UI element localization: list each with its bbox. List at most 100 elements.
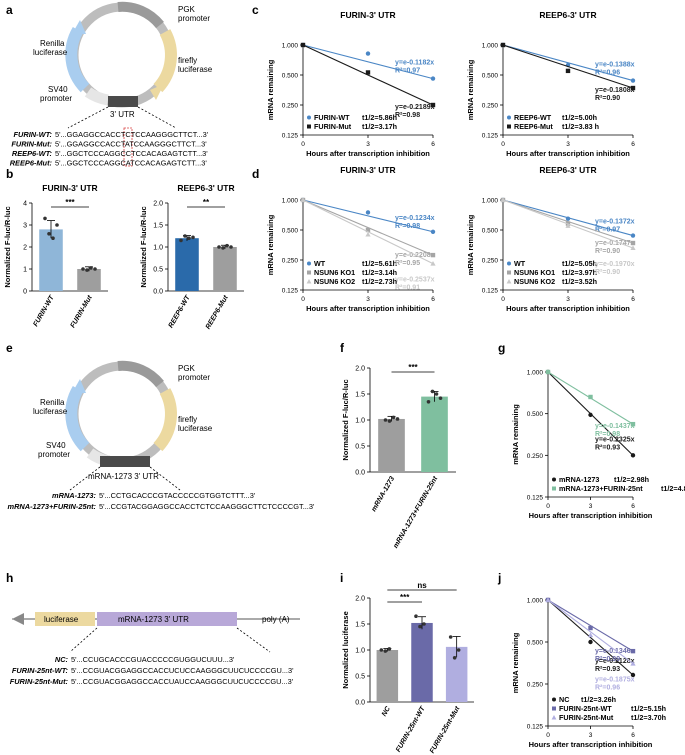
fit-equation: y=e-0.1747x [595,240,635,247]
fit-r2: R²=0.93 [595,666,620,673]
legend-label: REEP6-WT [514,113,552,122]
y-tick-label: 1.000 [527,598,544,605]
data-point [426,400,431,404]
legend-marker [507,115,511,120]
data-point [630,421,636,427]
x-tick-label: 0 [546,503,550,510]
y-tick-label: 0.500 [527,640,544,647]
x-axis-label: Hours after transcription inhibition [506,149,630,158]
legend-label: FURIN-25nt-WT [559,704,612,713]
bar [421,396,448,472]
data-point [383,418,388,422]
legend-label: NSUN6 KO1 [514,268,555,277]
data-point [438,396,443,400]
data-point [191,235,195,240]
x-tick-label: 3 [366,296,370,303]
fit-r2: R²=0.91 [395,285,420,292]
legend-marker [506,279,512,284]
data-point [47,232,51,236]
y-tick-label: 0.250 [282,103,299,110]
y-tick-label: 1 [23,267,27,274]
significance-label: ** [203,198,210,207]
legend-marker [552,706,556,711]
data-point [588,625,593,631]
data-point [365,227,371,233]
y-tick-label: 1.000 [282,198,299,205]
data-point [630,661,636,666]
fit-equation: y=e-0.2325x [595,436,635,443]
fit-equation: y=e-0.1234x [395,215,435,222]
data-point [430,389,435,394]
data-point [221,246,225,250]
sequence-name: REEP6-WT: [12,149,53,158]
legend-marker [307,270,311,275]
bar-chart-b2: 0.0 0.5 1.0 1.5 2.0 Normalized F-luc/R-luc REE… [139,183,244,331]
category-label: mRNA-1273+FURIN-25nt [392,475,439,550]
category-label: FURIN-WT [32,294,56,328]
bar [445,646,468,702]
x-tick-label: 0 [301,296,305,303]
y-axis-label: Normalized luciferase [341,611,350,689]
sequence-name: FURIN-25nt-WT: [12,666,69,675]
polya-label: poly (A) [262,615,290,624]
legend-halflife: t1/2=3.17h [362,122,397,131]
y-axis-label: mRNA remaining [266,59,275,120]
significance-label: *** [65,198,75,207]
data-point [430,102,436,108]
sequence-text: 5'...GGAGGCCACCTCTCCAAGGGCTTCT...3' [55,130,209,139]
y-tick-label: 0.125 [527,495,544,502]
panel-letter-j: j [497,571,501,585]
legend-halflife: t1/2=3.52h [562,277,597,286]
data-point [565,216,571,221]
data-point [448,635,453,639]
fit-r2: R²=0.98 [595,431,620,438]
y-tick-label: 0.250 [482,258,499,265]
fit-equation: y=e-0.1372x [595,219,635,226]
data-point [587,632,594,638]
legend-marker [306,279,312,284]
y-tick-label: 0.500 [482,73,499,80]
sequence-text: 5'...GGCTCCCAGGCATCCACAGAGTCTT...3' [55,159,207,168]
data-point [630,245,636,250]
data-point [430,261,436,266]
x-tick-label: 6 [631,732,635,739]
x-axis-label: Hours after transcription inhibition [529,511,653,520]
data-point [89,266,93,270]
y-tick-label: 2.0 [355,366,365,373]
y-tick-label: 0.125 [282,133,299,140]
data-point [565,223,571,228]
y-tick-label: 1.000 [482,198,499,205]
data-point [365,231,371,237]
significance-label: *** [408,363,418,372]
data-point [383,649,388,653]
fit-line [302,44,434,80]
fit-equation: y=e-0.1970x [595,261,635,268]
y-tick-label: 4 [23,201,27,208]
x-tick-label: 3 [566,141,570,148]
legend-halflife: t1/2=5.86h [362,113,397,122]
x-axis-label: Hours after transcription inhibition [506,304,630,313]
y-tick-label: 1.000 [282,43,299,50]
x-tick-label: 3 [589,732,593,739]
data-point [229,245,233,249]
bar [378,418,405,472]
utr-zoom-line-right [137,106,177,129]
panel-letter-e: e [6,341,13,355]
bar [376,650,399,702]
plasmid-diagram-a: PGK promoter firefly luciferase Renilla … [10,1,213,168]
data-point [630,672,636,678]
legend-label: NSUN6 KO2 [314,277,355,286]
fit-r2: R²=0.98 [395,112,420,119]
y-axis-label: mRNA remaining [466,59,475,120]
data-point [51,236,55,240]
x-tick-label: 3 [366,141,370,148]
utr-label-e: mRNA-1273 3' UTR [88,472,159,481]
legend-label: FURIN-Mut [314,122,352,131]
renilla-label: Renilla [40,39,65,48]
sv40-label: SV40 [48,85,68,94]
fit-equation: y=e-0.2189x [395,104,435,111]
legend-marker [552,477,556,482]
